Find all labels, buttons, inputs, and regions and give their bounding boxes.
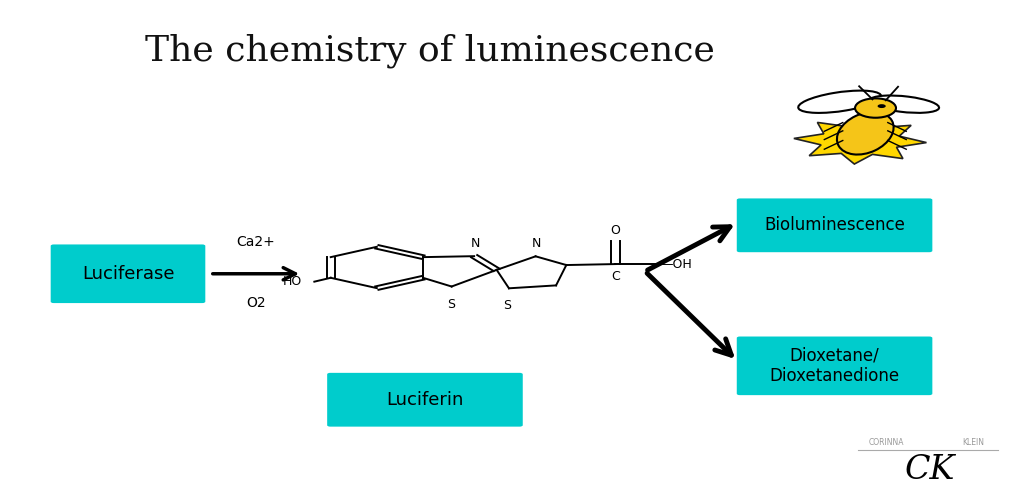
Text: Luciferase: Luciferase: [82, 265, 174, 283]
FancyBboxPatch shape: [328, 373, 522, 426]
Text: S: S: [447, 298, 456, 311]
Text: Ca2+: Ca2+: [237, 235, 275, 249]
Text: O2: O2: [246, 296, 266, 310]
Text: KLEIN: KLEIN: [962, 438, 984, 447]
Text: HO: HO: [283, 275, 302, 288]
FancyBboxPatch shape: [51, 245, 205, 303]
Ellipse shape: [837, 112, 894, 155]
Text: Dioxetane/
Dioxetanedione: Dioxetane/ Dioxetanedione: [769, 347, 900, 385]
Text: Bioluminescence: Bioluminescence: [764, 216, 905, 234]
Text: C: C: [611, 270, 620, 283]
Ellipse shape: [869, 96, 939, 113]
Text: N: N: [470, 237, 480, 250]
Text: Luciferin: Luciferin: [386, 391, 464, 409]
Ellipse shape: [799, 91, 881, 113]
Circle shape: [855, 99, 896, 118]
Text: S: S: [503, 299, 511, 312]
Text: The chemistry of luminescence: The chemistry of luminescence: [145, 34, 715, 69]
Text: CORINNA: CORINNA: [869, 438, 904, 447]
Circle shape: [878, 104, 886, 108]
Text: CK: CK: [904, 455, 955, 487]
Text: N: N: [531, 237, 542, 250]
Text: —OH: —OH: [660, 257, 692, 271]
FancyBboxPatch shape: [736, 337, 932, 395]
Text: O: O: [610, 224, 621, 237]
FancyBboxPatch shape: [736, 198, 932, 252]
Polygon shape: [794, 117, 927, 164]
